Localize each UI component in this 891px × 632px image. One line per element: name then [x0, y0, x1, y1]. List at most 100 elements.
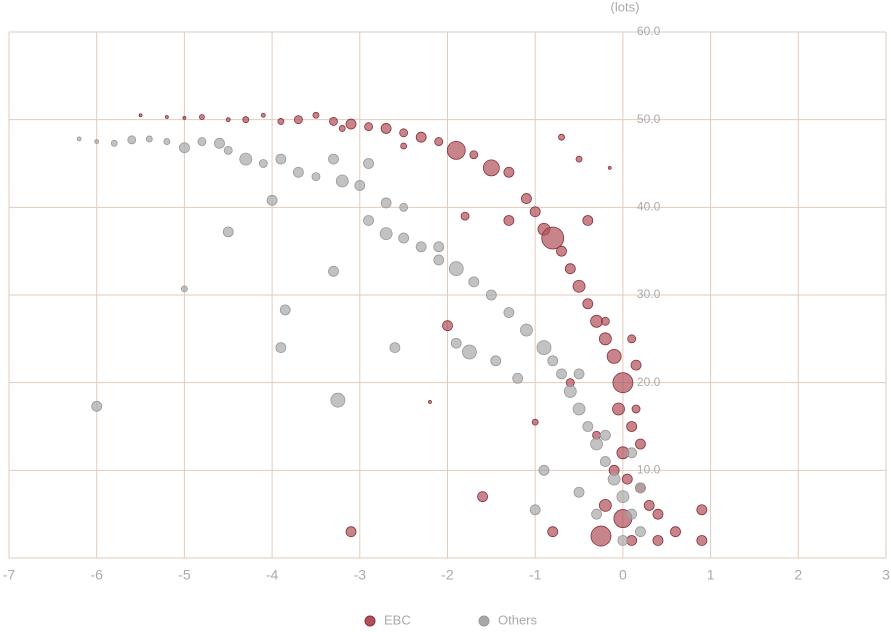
legend-swatch	[364, 615, 376, 627]
bubble	[696, 535, 708, 546]
bubble	[462, 344, 477, 360]
bubble	[485, 289, 497, 301]
y-tick-label: 60.0	[637, 24, 661, 38]
bubble	[328, 153, 339, 165]
bubble	[558, 133, 565, 141]
bubble	[503, 307, 515, 318]
bubble	[164, 115, 169, 119]
bubble	[110, 139, 118, 147]
x-tick-label: -1	[529, 567, 542, 583]
bubble	[547, 355, 559, 367]
legend-label: Others	[498, 612, 538, 627]
bubble	[311, 172, 321, 182]
bubble	[415, 241, 427, 253]
bubble	[556, 368, 567, 380]
bubble	[446, 140, 466, 160]
y-tick-label: 30.0	[637, 287, 661, 301]
bubble	[363, 215, 374, 226]
bubble	[94, 139, 100, 144]
bubble	[260, 112, 266, 118]
bubble	[564, 263, 576, 275]
x-tick-label: 1	[707, 567, 715, 583]
bubble	[182, 116, 187, 120]
bubble	[354, 180, 366, 191]
bubble	[294, 115, 303, 125]
bubble	[521, 193, 532, 204]
bubble	[199, 114, 205, 120]
bubble	[520, 323, 533, 337]
bubble	[312, 111, 320, 119]
bubble	[573, 486, 585, 498]
legend-label: EBC	[384, 612, 411, 627]
bubble	[635, 438, 646, 450]
x-tick-label: -2	[441, 567, 454, 583]
bubble	[138, 113, 143, 118]
bubble	[626, 447, 638, 459]
bubble	[635, 482, 646, 494]
bubble	[547, 526, 559, 538]
bubble	[617, 535, 629, 546]
bubble	[591, 508, 602, 520]
bubble	[600, 316, 610, 326]
bubble	[627, 334, 637, 344]
bubble	[512, 372, 524, 384]
bubble	[389, 342, 401, 354]
bubble	[573, 368, 585, 380]
bubble	[626, 508, 638, 520]
bubble	[599, 429, 611, 441]
bubble	[598, 332, 612, 346]
bubble	[400, 142, 408, 150]
bubble	[277, 118, 285, 125]
legend-swatch	[478, 615, 490, 627]
y-tick-label: 40.0	[637, 200, 661, 214]
bubble	[335, 174, 349, 188]
bubble	[490, 355, 502, 367]
bubble	[652, 535, 664, 546]
bubble	[556, 245, 567, 257]
bubble	[482, 159, 500, 177]
bubble	[450, 337, 462, 349]
bubble	[630, 359, 642, 371]
bubble	[590, 525, 612, 547]
bubble	[345, 526, 357, 538]
bubble	[590, 437, 603, 451]
bubble	[631, 404, 641, 414]
bubble	[477, 491, 488, 503]
bubble	[670, 526, 681, 538]
bubble	[275, 153, 287, 165]
bubble	[127, 135, 137, 145]
bubble	[529, 206, 541, 218]
bubble	[434, 137, 444, 146]
bubble	[433, 254, 445, 266]
y-tick-label: 50.0	[637, 112, 661, 126]
bubble	[242, 116, 250, 124]
bubble	[225, 117, 231, 123]
y-tick-label: 20.0	[637, 375, 661, 389]
bubble	[380, 197, 392, 209]
bubble	[582, 298, 594, 310]
bubble	[275, 342, 287, 354]
bubble	[536, 340, 552, 356]
bubble	[398, 232, 410, 244]
bubble	[626, 421, 638, 432]
bubble	[621, 473, 633, 485]
bubble	[575, 155, 583, 163]
bubble	[328, 265, 339, 277]
bubble	[433, 241, 445, 253]
bubble	[178, 142, 190, 154]
bubble	[607, 472, 621, 486]
bubble	[598, 498, 612, 512]
bubble	[582, 215, 594, 226]
bubble	[529, 504, 541, 516]
x-tick-label: -6	[90, 567, 103, 583]
bubble	[279, 304, 291, 316]
bubble	[572, 402, 586, 416]
bubble	[696, 504, 708, 516]
bubble	[503, 215, 515, 226]
bubble	[599, 456, 611, 467]
bubble	[503, 166, 515, 178]
y-tick-label: 10.0	[637, 463, 661, 477]
bubble	[572, 279, 586, 293]
bubble	[379, 227, 393, 241]
bubble	[442, 320, 453, 332]
